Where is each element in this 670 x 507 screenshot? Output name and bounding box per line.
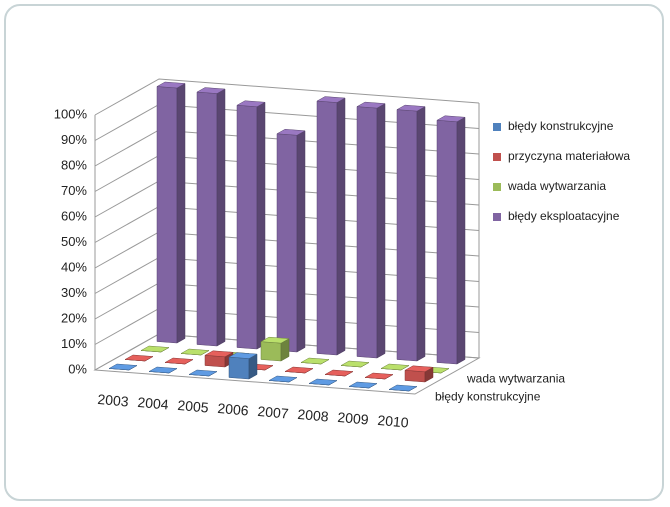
bar-side (376, 103, 386, 359)
bar-front (436, 119, 458, 365)
bar-top (316, 96, 346, 103)
x-tick-label: 2005 (177, 397, 210, 416)
depth-label: błędy konstrukcyjne (435, 390, 541, 404)
bar-front (260, 341, 282, 362)
bar-front (204, 355, 226, 368)
x-tick-label: 2007 (257, 403, 290, 422)
y-tick-label: 20% (61, 310, 87, 325)
bar-side (296, 130, 306, 353)
bar-top (396, 104, 426, 112)
bar-top (236, 100, 266, 108)
x-tick-label: 2004 (137, 394, 170, 413)
y-tick-label: 60% (61, 208, 87, 223)
y-tick-label: 50% (61, 234, 87, 249)
bar-front (396, 109, 418, 362)
bar-side (416, 106, 426, 362)
bar-top (284, 366, 314, 374)
grid-line (94, 78, 480, 116)
bar-top (340, 360, 370, 368)
bar-top (188, 369, 218, 377)
x-tick-label: 2010 (377, 412, 410, 431)
legend-swatch (493, 123, 501, 131)
legend-label: przyczyna materiałowa (508, 149, 630, 163)
bar-front (228, 356, 250, 380)
bar-top (436, 115, 466, 123)
bar-front (196, 91, 218, 347)
y-tick-label: 0% (68, 361, 87, 376)
bar-top (260, 336, 290, 344)
y-tick-label: 80% (61, 157, 87, 172)
bar-top (404, 365, 434, 373)
bar-top (276, 128, 306, 136)
bar-side (256, 101, 266, 350)
bar-top (356, 101, 386, 109)
legend-swatch (493, 213, 501, 221)
y-tick-label: 30% (61, 285, 87, 300)
bar-top (164, 357, 194, 365)
x-tick-label: 2009 (337, 409, 370, 428)
y-tick-label: 100% (54, 106, 88, 121)
bar-front (316, 100, 338, 356)
bar-side (336, 97, 346, 356)
bar-top (380, 363, 410, 371)
bar-top (324, 369, 354, 377)
bar-top (228, 352, 258, 359)
bar-top (308, 378, 338, 386)
frame (4, 4, 664, 501)
bar-front (276, 133, 298, 353)
bar-top (148, 366, 178, 374)
bar-side (216, 88, 226, 347)
y-tick-label: 70% (61, 183, 87, 198)
bar-top (388, 384, 418, 392)
bar-top (140, 345, 170, 353)
bar-side (456, 116, 466, 365)
legend-label: błędy konstrukcyjne (508, 119, 614, 133)
bar-top (364, 372, 394, 380)
bar-top (268, 375, 298, 383)
bar-top (204, 350, 234, 358)
x-tick-label: 2008 (297, 406, 330, 425)
bar-front (356, 106, 378, 359)
bar-front (156, 86, 178, 344)
bar-top (300, 357, 330, 365)
bar-top (180, 348, 210, 356)
y-tick-label: 40% (61, 259, 87, 274)
y-tick-label: 90% (61, 132, 87, 147)
depth-label: wada wytwarzania (466, 372, 565, 386)
legend-label: błędy eksploatacyjne (508, 209, 620, 223)
bar-top (196, 87, 226, 94)
x-tick-label: 2003 (97, 391, 130, 410)
legend-label: wada wytwarzania (507, 179, 606, 193)
bar-side (176, 83, 186, 344)
bar-front (404, 370, 426, 383)
legend-swatch (493, 153, 501, 161)
bar-top (156, 81, 186, 89)
y-tick-label: 10% (61, 336, 87, 351)
legend-swatch (493, 183, 501, 191)
bar-top (124, 354, 154, 362)
bar-top (108, 363, 138, 371)
bar-top (348, 381, 378, 389)
x-tick-label: 2006 (217, 400, 250, 419)
bar-front (236, 104, 258, 350)
